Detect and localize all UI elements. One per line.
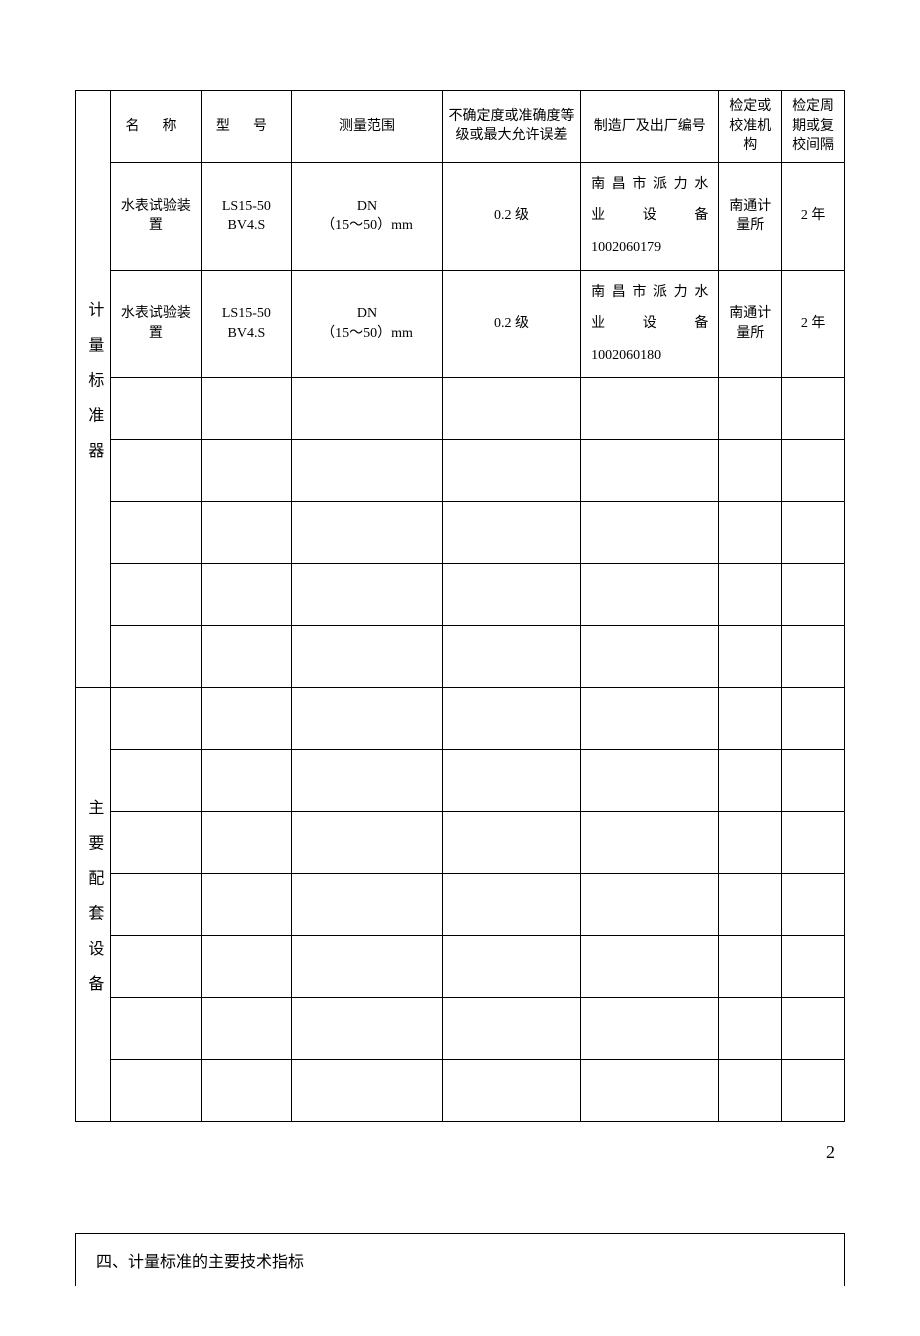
header-range: 测量范围 <box>292 91 443 163</box>
table-row <box>76 564 845 626</box>
cell-uncertainty: 0.2 级 <box>442 162 580 270</box>
cell-range: DN （15～50）mm <box>292 162 443 270</box>
cell-range: DN （15～50）mm <box>292 270 443 378</box>
cell-verify-org: 南通计量所 <box>719 162 782 270</box>
page-number: 2 <box>75 1142 835 1163</box>
cell-manufacturer: 南昌市派力水 业设备 1002060179 <box>581 162 719 270</box>
table-header-row: 计量标准器 名 称 型 号 测量范围 不确定度或准确度等级或最大允许误差 制造厂… <box>76 91 845 163</box>
header-model: 型 号 <box>201 91 291 163</box>
table-row <box>76 502 845 564</box>
cell-manufacturer: 南昌市派力水 业设备 1002060180 <box>581 270 719 378</box>
table-row <box>76 626 845 688</box>
table-row <box>76 378 845 440</box>
table-row <box>76 998 845 1060</box>
header-uncertainty: 不确定度或准确度等级或最大允许误差 <box>442 91 580 163</box>
equipment-table: 计量标准器 名 称 型 号 测量范围 不确定度或准确度等级或最大允许误差 制造厂… <box>75 90 845 1122</box>
section-4-title: 四、计量标准的主要技术指标 <box>75 1233 845 1286</box>
header-verify-org: 检定或校准机构 <box>719 91 782 163</box>
header-name: 名 称 <box>111 91 201 163</box>
cell-model: LS15-50 BV4.S <box>201 270 291 378</box>
header-manufacturer: 制造厂及出厂编号 <box>581 91 719 163</box>
cell-name: 水表试验装置 <box>111 162 201 270</box>
table-row <box>76 812 845 874</box>
table-row <box>76 750 845 812</box>
cell-model: LS15-50 BV4.S <box>201 162 291 270</box>
table-row: 主要配套设备 <box>76 688 845 750</box>
cell-verify-org: 南通计量所 <box>719 270 782 378</box>
header-period: 检定周期或复校间隔 <box>782 91 845 163</box>
table-row <box>76 1060 845 1122</box>
cell-uncertainty: 0.2 级 <box>442 270 580 378</box>
table-row <box>76 440 845 502</box>
cell-name: 水表试验装置 <box>111 270 201 378</box>
section-label-standard: 计量标准器 <box>76 91 111 688</box>
cell-period: 2 年 <box>782 270 845 378</box>
cell-period: 2 年 <box>782 162 845 270</box>
table-row <box>76 874 845 936</box>
table-row: 水表试验装置 LS15-50 BV4.S DN （15～50）mm 0.2 级 … <box>76 270 845 378</box>
table-row: 水表试验装置 LS15-50 BV4.S DN （15～50）mm 0.2 级 … <box>76 162 845 270</box>
table-row <box>76 936 845 998</box>
section-label-accessory: 主要配套设备 <box>76 688 111 1122</box>
